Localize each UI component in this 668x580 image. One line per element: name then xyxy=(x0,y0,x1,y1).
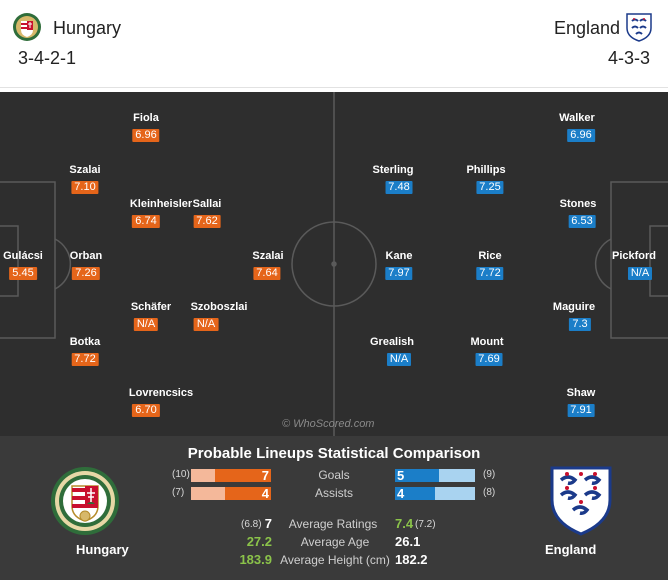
away-age-value: 26.1 xyxy=(395,534,421,549)
player-rice[interactable]: Rice 7.72 xyxy=(476,249,504,281)
home-assists-total: (7) xyxy=(172,487,185,498)
player-rating: 6.74 xyxy=(132,215,160,228)
player-schafer[interactable]: Schäfer N/A xyxy=(130,301,172,331)
hungary-crest-icon xyxy=(13,13,41,41)
player-rating: 6.70 xyxy=(132,404,160,417)
lineup-comparison: Probable Lineups Statistical Comparison … xyxy=(0,436,668,580)
player-rating: 7.3 xyxy=(569,318,591,331)
average-age-label: Average Age xyxy=(300,535,370,549)
player-rating: 7.62 xyxy=(193,215,221,228)
assists-label: Assists xyxy=(314,486,353,500)
away-goals-bar: 5 xyxy=(395,468,475,483)
player-rating: N/A xyxy=(627,267,653,280)
away-goals-fill xyxy=(395,469,440,482)
player-rating: 7.72 xyxy=(71,353,99,366)
player-szalai-forward[interactable]: Szalai 7.64 xyxy=(252,250,284,280)
player-rating: N/A xyxy=(133,318,159,331)
home-age-value: 27.2 xyxy=(246,534,272,549)
home-comparison-label: Hungary xyxy=(76,542,129,557)
player-rating: 7.26 xyxy=(72,267,100,280)
away-formation: 4-3-3 xyxy=(607,48,650,68)
away-team-name[interactable]: England xyxy=(553,18,620,38)
home-assists-bar: 4 xyxy=(191,486,271,501)
away-goals-value: 5 xyxy=(397,468,405,483)
home-formation: 3-4-2-1 xyxy=(18,48,77,68)
player-rating: 7.91 xyxy=(567,404,595,417)
player-rating: 6.53 xyxy=(568,215,596,228)
player-rating: 6.96 xyxy=(567,129,595,142)
player-fiola[interactable]: Fiola 6.96 xyxy=(132,112,160,142)
player-gulacsi[interactable]: Gulácsi 5.45 xyxy=(3,250,43,280)
player-orban[interactable]: Orban 7.26 xyxy=(69,250,103,280)
home-goals-total: (10) xyxy=(172,469,190,480)
home-goals-bar: 7 xyxy=(191,468,271,483)
player-phillips[interactable]: Phillips 7.25 xyxy=(466,164,506,194)
comparison-title: Probable Lineups Statistical Comparison xyxy=(187,445,481,462)
away-goals-total: (9) xyxy=(483,469,496,480)
goals-label: Goals xyxy=(318,468,350,482)
pitch-markings xyxy=(0,92,668,436)
england-crest-icon xyxy=(550,466,612,536)
player-botka[interactable]: Botka 7.72 xyxy=(69,336,101,366)
home-goals-fill xyxy=(215,469,271,482)
player-rating: 7.25 xyxy=(476,181,504,194)
player-rating: 7.72 xyxy=(476,267,504,280)
player-rating: 5.45 xyxy=(9,267,37,280)
pitch: Gulácsi 5.45 Szalai 7.10 Orban 7.26 Botk… xyxy=(0,92,668,436)
hungary-crest-icon xyxy=(51,467,119,535)
home-height-value: 183.9 xyxy=(239,552,272,567)
away-assists-bar: 4 xyxy=(395,486,475,501)
away-assists-total: (8) xyxy=(483,487,496,498)
player-rating: 7.64 xyxy=(253,267,281,280)
player-maguire[interactable]: Maguire 7.3 xyxy=(552,301,596,331)
watermark: © WhoScored.com xyxy=(282,418,375,430)
match-header: Hungary 3-4-2-1 England 4-3-3 xyxy=(0,0,668,88)
away-assists-fill xyxy=(395,487,435,500)
player-shaw[interactable]: Shaw 7.91 xyxy=(566,387,596,417)
player-kane[interactable]: Kane 7.97 xyxy=(385,250,413,280)
player-sallai[interactable]: Sallai 7.62 xyxy=(192,198,222,228)
player-rating: N/A xyxy=(386,353,412,366)
average-height-label: Average Height (cm) xyxy=(280,553,390,567)
player-rating: 7.69 xyxy=(475,353,503,366)
home-ratings-value: 7 xyxy=(264,516,272,531)
player-szoboszlai[interactable]: Szoboszlai N/A xyxy=(190,301,248,331)
home-team-name[interactable]: Hungary xyxy=(53,18,122,38)
player-stones[interactable]: Stones 6.53 xyxy=(559,198,597,228)
player-rating: 7.48 xyxy=(385,181,413,194)
home-assists-fill xyxy=(225,487,271,500)
player-rating: 7.10 xyxy=(71,181,99,194)
player-szalai-defender[interactable]: Szalai 7.10 xyxy=(69,164,101,194)
england-crest-icon xyxy=(626,13,652,42)
away-height-value: 182.2 xyxy=(395,552,428,567)
player-sterling[interactable]: Sterling 7.48 xyxy=(372,164,414,194)
away-ratings-extra: (7.2) xyxy=(415,519,436,530)
player-rating: 7.97 xyxy=(385,267,413,280)
player-rating: N/A xyxy=(193,318,219,331)
player-pickford[interactable]: Pickford N/A xyxy=(611,250,657,280)
home-assists-value: 4 xyxy=(261,486,269,501)
player-grealish[interactable]: Grealish N/A xyxy=(369,336,415,366)
away-ratings-value: 7.4 xyxy=(395,516,414,531)
player-walker[interactable]: Walker 6.96 xyxy=(559,112,595,142)
player-lovrencsics[interactable]: Lovrencsics 6.70 xyxy=(128,387,194,417)
away-assists-value: 4 xyxy=(397,486,405,501)
home-ratings-extra: (6.8) xyxy=(241,519,262,530)
player-mount[interactable]: Mount 7.69 xyxy=(470,336,504,366)
player-kleinheisler[interactable]: Kleinheisler 6.74 xyxy=(129,198,193,228)
player-rating: 6.96 xyxy=(132,129,160,142)
away-comparison-label: England xyxy=(545,542,597,557)
average-ratings-label: Average Ratings xyxy=(288,517,378,531)
home-goals-value: 7 xyxy=(261,468,269,483)
